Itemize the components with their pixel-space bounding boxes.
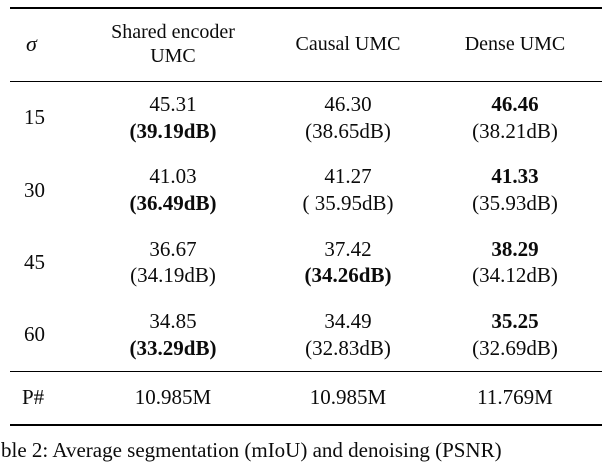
miou-value: 34.49	[324, 308, 372, 333]
sigma-symbol: σ	[26, 30, 37, 56]
sigma-cell: 60	[24, 322, 45, 347]
miou-value: 46.30	[324, 92, 372, 116]
table-row-sigma-15: 15 45.31 (39.19dB) 46.30 (38.65dB) 46.46…	[10, 82, 602, 155]
header-shared-encoder-umc: Shared encoder UMC	[78, 8, 268, 82]
psnr-value: (38.65dB)	[305, 118, 391, 143]
psnr-value: (38.21dB)	[472, 118, 558, 143]
psnr-value: (35.93dB)	[472, 190, 558, 215]
psnr-value: ( 35.95dB)	[302, 190, 394, 215]
metric-cell: 38.29 (34.12dB)	[428, 227, 602, 299]
params-label: P#	[10, 371, 78, 426]
sigma-cell: 45	[24, 249, 45, 274]
miou-value: 41.03	[149, 164, 197, 189]
psnr-value: (34.12dB)	[472, 263, 558, 288]
header-causal-umc: Causal UMC	[268, 8, 428, 82]
sigma-cell: 30	[24, 177, 45, 202]
metric-cell: 37.42 (34.26dB)	[268, 227, 428, 299]
psnr-value: (34.19dB)	[130, 263, 216, 288]
table-caption: ble 2: Average segmentation (mIoU) and d…	[1, 438, 502, 462]
psnr-value: (39.19dB)	[129, 118, 217, 143]
metric-cell: 45.31 (39.19dB)	[78, 82, 268, 155]
psnr-value: (36.49dB)	[129, 190, 217, 215]
metric-cell: 41.33 (35.93dB)	[428, 154, 602, 226]
miou-value: 36.67	[149, 236, 197, 261]
header-sigma: σ	[10, 8, 78, 82]
params-value: 10.985M	[268, 371, 428, 426]
header-shared-encoder-umc-label: Shared encoder UMC	[111, 21, 235, 67]
header-dense-umc-label: Dense UMC	[464, 33, 566, 55]
miou-value: 41.27	[324, 164, 372, 189]
metric-cell: 46.30 (38.65dB)	[268, 82, 428, 155]
sigma-cell: 15	[24, 105, 45, 130]
psnr-value: (32.83dB)	[305, 335, 391, 360]
miou-value: 41.33	[491, 164, 539, 189]
table-row-params: P# 10.985M 10.985M 11.769M	[10, 371, 602, 426]
metric-cell: 46.46 (38.21dB)	[428, 82, 602, 155]
miou-value: 46.46	[491, 92, 539, 116]
miou-value: 34.85	[149, 308, 197, 333]
header-causal-umc-label: Causal UMC	[295, 33, 401, 55]
metric-cell: 34.49 (32.83dB)	[268, 299, 428, 372]
table-row-sigma-30: 30 41.03 (36.49dB) 41.27 ( 35.95dB) 41.3…	[10, 154, 602, 226]
header-dense-umc: Dense UMC	[428, 8, 602, 82]
psnr-value: (34.26dB)	[304, 263, 392, 288]
miou-value: 45.31	[149, 92, 197, 116]
table-row-sigma-45: 45 36.67 (34.19dB) 37.42 (34.26dB) 38.29…	[10, 227, 602, 299]
miou-value: 35.25	[491, 308, 539, 333]
metric-cell: 41.03 (36.49dB)	[78, 154, 268, 226]
table-header-row: σ Shared encoder UMC Causal UMC Dense UM…	[10, 8, 602, 82]
results-table: σ Shared encoder UMC Causal UMC Dense UM…	[10, 7, 602, 426]
params-value: 11.769M	[428, 371, 602, 426]
psnr-value: (33.29dB)	[129, 335, 217, 360]
params-value: 10.985M	[78, 371, 268, 426]
psnr-value: (32.69dB)	[472, 335, 558, 360]
miou-value: 38.29	[491, 236, 539, 261]
metric-cell: 41.27 ( 35.95dB)	[268, 154, 428, 226]
metric-cell: 34.85 (33.29dB)	[78, 299, 268, 372]
table-row-sigma-60: 60 34.85 (33.29dB) 34.49 (32.83dB) 35.25…	[10, 299, 602, 372]
metric-cell: 36.67 (34.19dB)	[78, 227, 268, 299]
metric-cell: 35.25 (32.69dB)	[428, 299, 602, 372]
miou-value: 37.42	[324, 236, 372, 261]
